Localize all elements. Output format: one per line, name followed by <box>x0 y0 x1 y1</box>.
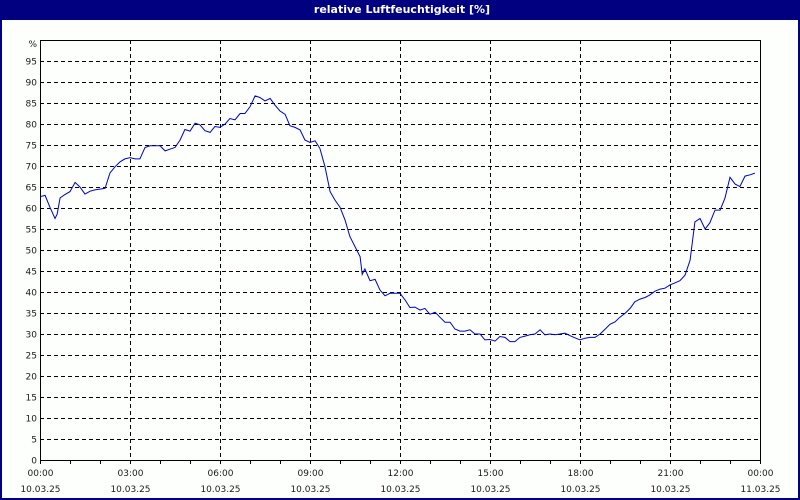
y-tick-label: 85 <box>26 100 37 110</box>
y-tick-label: 20 <box>26 373 38 383</box>
y-tick-label: 40 <box>26 289 38 299</box>
x-tick-time: 12:00 <box>388 469 414 479</box>
x-tick-time: 15:00 <box>478 469 504 479</box>
y-axis-labels: 0 5 10 15 20 25 30 35 40 45 50 55 60 65 70 75 80 85 90 95% <box>26 40 38 467</box>
y-tick-label: 65 <box>26 184 37 194</box>
y-unit-label: % <box>28 40 37 50</box>
chart-title: relative Luftfeuchtigkeit [%] <box>2 0 800 20</box>
x-tick-date: 10.03.25 <box>650 485 690 495</box>
y-tick-label: 80 <box>26 121 38 131</box>
y-tick-label: 55 <box>26 226 37 236</box>
x-tick-time: 00:00 <box>28 469 54 479</box>
grid-lines <box>40 40 760 460</box>
x-tick-date: 10.03.25 <box>200 485 240 495</box>
y-tick-label: 70 <box>26 163 38 173</box>
x-tick-date: 10.03.25 <box>380 485 420 495</box>
x-tick-date: 10.03.25 <box>560 485 600 495</box>
y-tick-label: 50 <box>26 247 38 257</box>
plot-frame <box>40 40 761 461</box>
x-tick-time: 00:00 <box>748 469 774 479</box>
y-tick-label: 10 <box>26 415 38 425</box>
y-tick-label: 30 <box>26 331 38 341</box>
x-axis-labels: 00:00 10.03.25 03:00 10.03.25 06:00 10.03.25 0… <box>20 469 780 495</box>
x-tick-date: 10.03.25 <box>20 485 60 495</box>
y-tick-label: 35 <box>26 310 37 320</box>
y-tick-label: 90 <box>26 79 38 89</box>
y-tick-label: 75 <box>26 142 37 152</box>
x-tick-date: 10.03.25 <box>110 485 150 495</box>
y-tick-label: 95 <box>26 58 37 68</box>
y-tick-label: 25 <box>26 352 37 362</box>
y-tick-label: 15 <box>26 394 37 404</box>
x-tick-date: 10.03.25 <box>470 485 510 495</box>
axes <box>40 40 761 464</box>
y-tick-label: 60 <box>26 205 38 215</box>
humidity-series-line <box>39 95 756 343</box>
x-tick-date: 10.03.25 <box>290 485 330 495</box>
x-tick-time: 09:00 <box>298 469 324 479</box>
y-tick-label: 45 <box>26 268 37 278</box>
x-tick-time: 03:00 <box>118 469 144 479</box>
x-tick-date: 11.03.25 <box>740 485 780 495</box>
x-tick-time: 18:00 <box>568 469 594 479</box>
y-tick-label: 0 <box>31 457 37 467</box>
x-tick-time: 21:00 <box>658 469 684 479</box>
x-tick-time: 06:00 <box>208 469 234 479</box>
y-tick-label: 5 <box>31 436 37 446</box>
